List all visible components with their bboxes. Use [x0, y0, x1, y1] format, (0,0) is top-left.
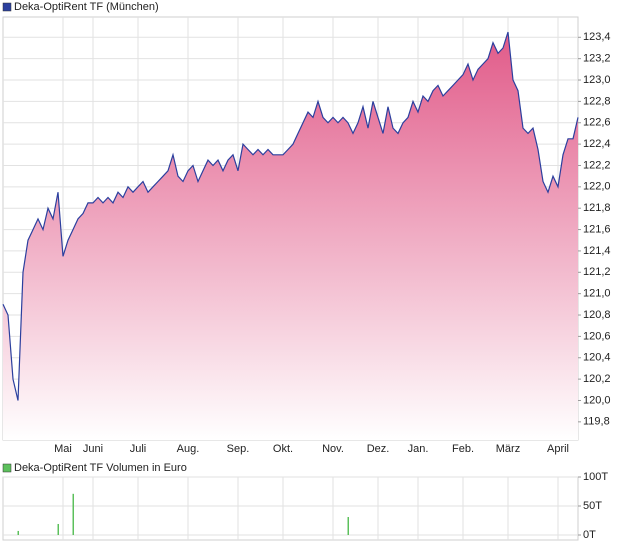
x-tick-label: Aug.: [177, 443, 200, 455]
volume-bar: [347, 517, 349, 535]
volume-bar: [17, 530, 19, 535]
y-tick-label: 122,4: [583, 138, 611, 150]
y-tick-label: 122,6: [583, 117, 611, 129]
y-tick-label: 122,0: [583, 181, 611, 193]
x-tick-label: Feb.: [452, 443, 474, 455]
y-tick-label: 120,8: [583, 309, 611, 321]
y-tick-label: 122,2: [583, 159, 611, 171]
price-line: [2, 31, 579, 401]
legend-label: Deka-OptiRent TF (München): [14, 1, 159, 13]
x-tick-label: Okt.: [273, 443, 293, 455]
y-tick-label: 123,0: [583, 74, 611, 86]
x-tick-label: Mai: [54, 443, 72, 455]
y-tick-label: 121,0: [583, 288, 611, 300]
y-tick-label: 122,8: [583, 95, 611, 107]
y-tick-label: 121,2: [583, 266, 611, 278]
y-tick-label: 100T: [583, 471, 608, 483]
y-tick-label: 119,8: [583, 416, 610, 428]
legend-swatch: [2, 2, 12, 12]
x-tick-label: Jan.: [408, 443, 429, 455]
x-tick-label: Sep.: [227, 443, 250, 455]
x-tick-label: Juni: [83, 443, 103, 455]
y-tick-label: 120,2: [583, 373, 611, 385]
volume-bar: [57, 523, 59, 535]
y-tick-label: 120,0: [583, 394, 611, 406]
y-tick-label: 121,8: [583, 202, 611, 214]
volume-bar: [72, 493, 74, 535]
y-tick-label: 121,4: [583, 245, 611, 257]
y-tick-label: 120,6: [583, 330, 611, 342]
legend-label: Deka-OptiRent TF Volumen in Euro: [14, 462, 187, 474]
volume-frame: [2, 476, 579, 541]
y-tick-label: 120,4: [583, 352, 611, 364]
y-tick-label: 123,4: [583, 31, 611, 43]
x-tick-label: Nov.: [322, 443, 344, 455]
x-tick-label: März: [496, 443, 520, 455]
x-tick-label: Juli: [130, 443, 147, 455]
y-tick-label: 50T: [583, 500, 602, 512]
y-tick-label: 0T: [583, 529, 596, 541]
legend-swatch: [2, 463, 12, 473]
y-tick-label: 121,6: [583, 223, 611, 235]
x-tick-label: Dez.: [367, 443, 390, 455]
y-tick-label: 123,2: [583, 53, 611, 65]
x-tick-label: April: [547, 443, 569, 455]
area-fill: [3, 32, 578, 440]
